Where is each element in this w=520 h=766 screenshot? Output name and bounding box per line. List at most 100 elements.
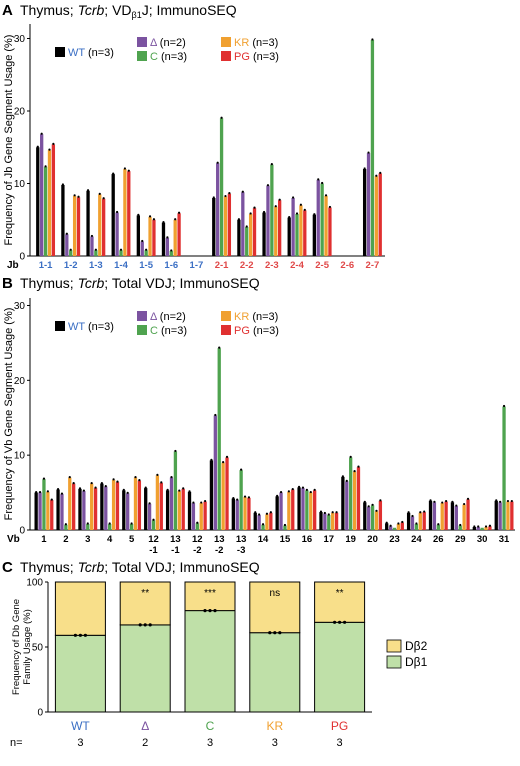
x-tick-label: 19 [345, 534, 356, 545]
bar [392, 527, 397, 530]
bar [217, 348, 221, 530]
x-tick-label: 26 [433, 534, 444, 545]
bar [191, 503, 196, 530]
replicate-point [35, 490, 38, 494]
n-value: 2 [142, 737, 148, 749]
x-tick-label: 1-5 [139, 260, 153, 271]
replicate-point [353, 470, 356, 473]
bar [327, 515, 331, 530]
replicate-point [510, 499, 513, 503]
replicate-point [499, 500, 502, 503]
replicate-point [270, 163, 273, 166]
bar [51, 144, 56, 256]
bar [291, 489, 295, 530]
replicate-point [253, 206, 256, 209]
bar [248, 213, 253, 256]
legend-swatch [221, 325, 231, 335]
legend-swatch [137, 311, 147, 321]
replicate-point [274, 205, 277, 208]
replicate-point [220, 116, 223, 119]
replicate-point [112, 478, 115, 481]
replicate-point [236, 498, 239, 501]
bar [297, 487, 301, 530]
bar [341, 476, 345, 530]
legend-name: Δ [150, 311, 158, 323]
replicate-point [292, 196, 295, 199]
replicate-point [375, 174, 378, 177]
replicate-point [208, 609, 212, 613]
legend-swatch [221, 37, 231, 47]
bar [247, 497, 251, 530]
bar [127, 171, 131, 256]
legend-entry: WT (n=3) [68, 47, 114, 59]
replicate-point [77, 195, 80, 198]
bar [76, 197, 81, 256]
bar [287, 491, 291, 530]
replicate-point [170, 249, 173, 252]
legend-n: (n=2) [157, 37, 186, 49]
replicate-point [61, 183, 65, 186]
replicate-point [335, 511, 338, 514]
replicate-point [419, 511, 422, 514]
replicate-point [305, 488, 308, 491]
significance-label: ns [270, 588, 281, 599]
replicate-point [459, 523, 462, 527]
bar [223, 196, 228, 256]
replicate-point [174, 449, 177, 453]
legend-entry: C (n=3) [150, 51, 187, 63]
bar [199, 503, 203, 530]
x-tick-label: 1-7 [190, 260, 204, 271]
replicate-point [287, 490, 290, 493]
bar [262, 212, 266, 256]
legend-entry: PG (n=3) [234, 325, 279, 337]
replicate-point [152, 518, 155, 521]
bar [140, 241, 144, 256]
y-axis-label: Frequency of Jb Gene Segment Usage (%) [3, 35, 15, 246]
bar [299, 205, 303, 256]
bar [352, 471, 357, 530]
replicate-point [56, 487, 60, 491]
bar [305, 490, 309, 530]
bar [261, 524, 265, 530]
legend-n: (n=2) [157, 311, 186, 323]
replicate-point [291, 487, 294, 491]
replicate-point [119, 248, 123, 251]
replicate-point [210, 458, 213, 461]
bar [115, 212, 119, 256]
bar [147, 503, 152, 530]
replicate-point [297, 485, 301, 488]
replicate-point [266, 184, 270, 187]
bar [115, 482, 120, 530]
x-tick-label: 16 [302, 534, 313, 545]
db-usage-chart: 0 50 100 Frequency of Db Gene Family Usage (… [10, 578, 428, 750]
bar [363, 502, 367, 530]
x-tick-label: 2-2 [240, 260, 254, 271]
replicate-point [60, 492, 64, 495]
bar [488, 526, 492, 530]
bar [161, 222, 166, 256]
bar [137, 480, 142, 530]
legend-name: Δ [150, 37, 158, 49]
bar-dbeta1 [119, 624, 171, 713]
bar [94, 250, 98, 256]
replicate-point [156, 473, 159, 476]
replicate-point [68, 476, 71, 479]
x-tick-label: 1-2 [64, 260, 78, 271]
x-tick-label: 1-1 [39, 260, 53, 271]
bar [279, 492, 283, 530]
replicate-point [203, 609, 207, 613]
bar [328, 207, 332, 256]
x-tick-label: 2-5 [315, 260, 329, 271]
bar-dbeta2 [184, 581, 236, 612]
replicate-point [343, 620, 347, 624]
bar [454, 506, 458, 530]
replicate-point [299, 203, 302, 206]
x-tick-label: 2-3 [265, 260, 279, 271]
panel-a-title: Thymus; Tcrb; VDβ1J; ImmunoSEQ [20, 2, 237, 20]
bar [203, 501, 207, 530]
legend-swatch [55, 321, 65, 331]
bar [366, 153, 371, 256]
replicate-point [441, 501, 444, 504]
bar [165, 237, 170, 256]
replicate-point [38, 490, 42, 494]
